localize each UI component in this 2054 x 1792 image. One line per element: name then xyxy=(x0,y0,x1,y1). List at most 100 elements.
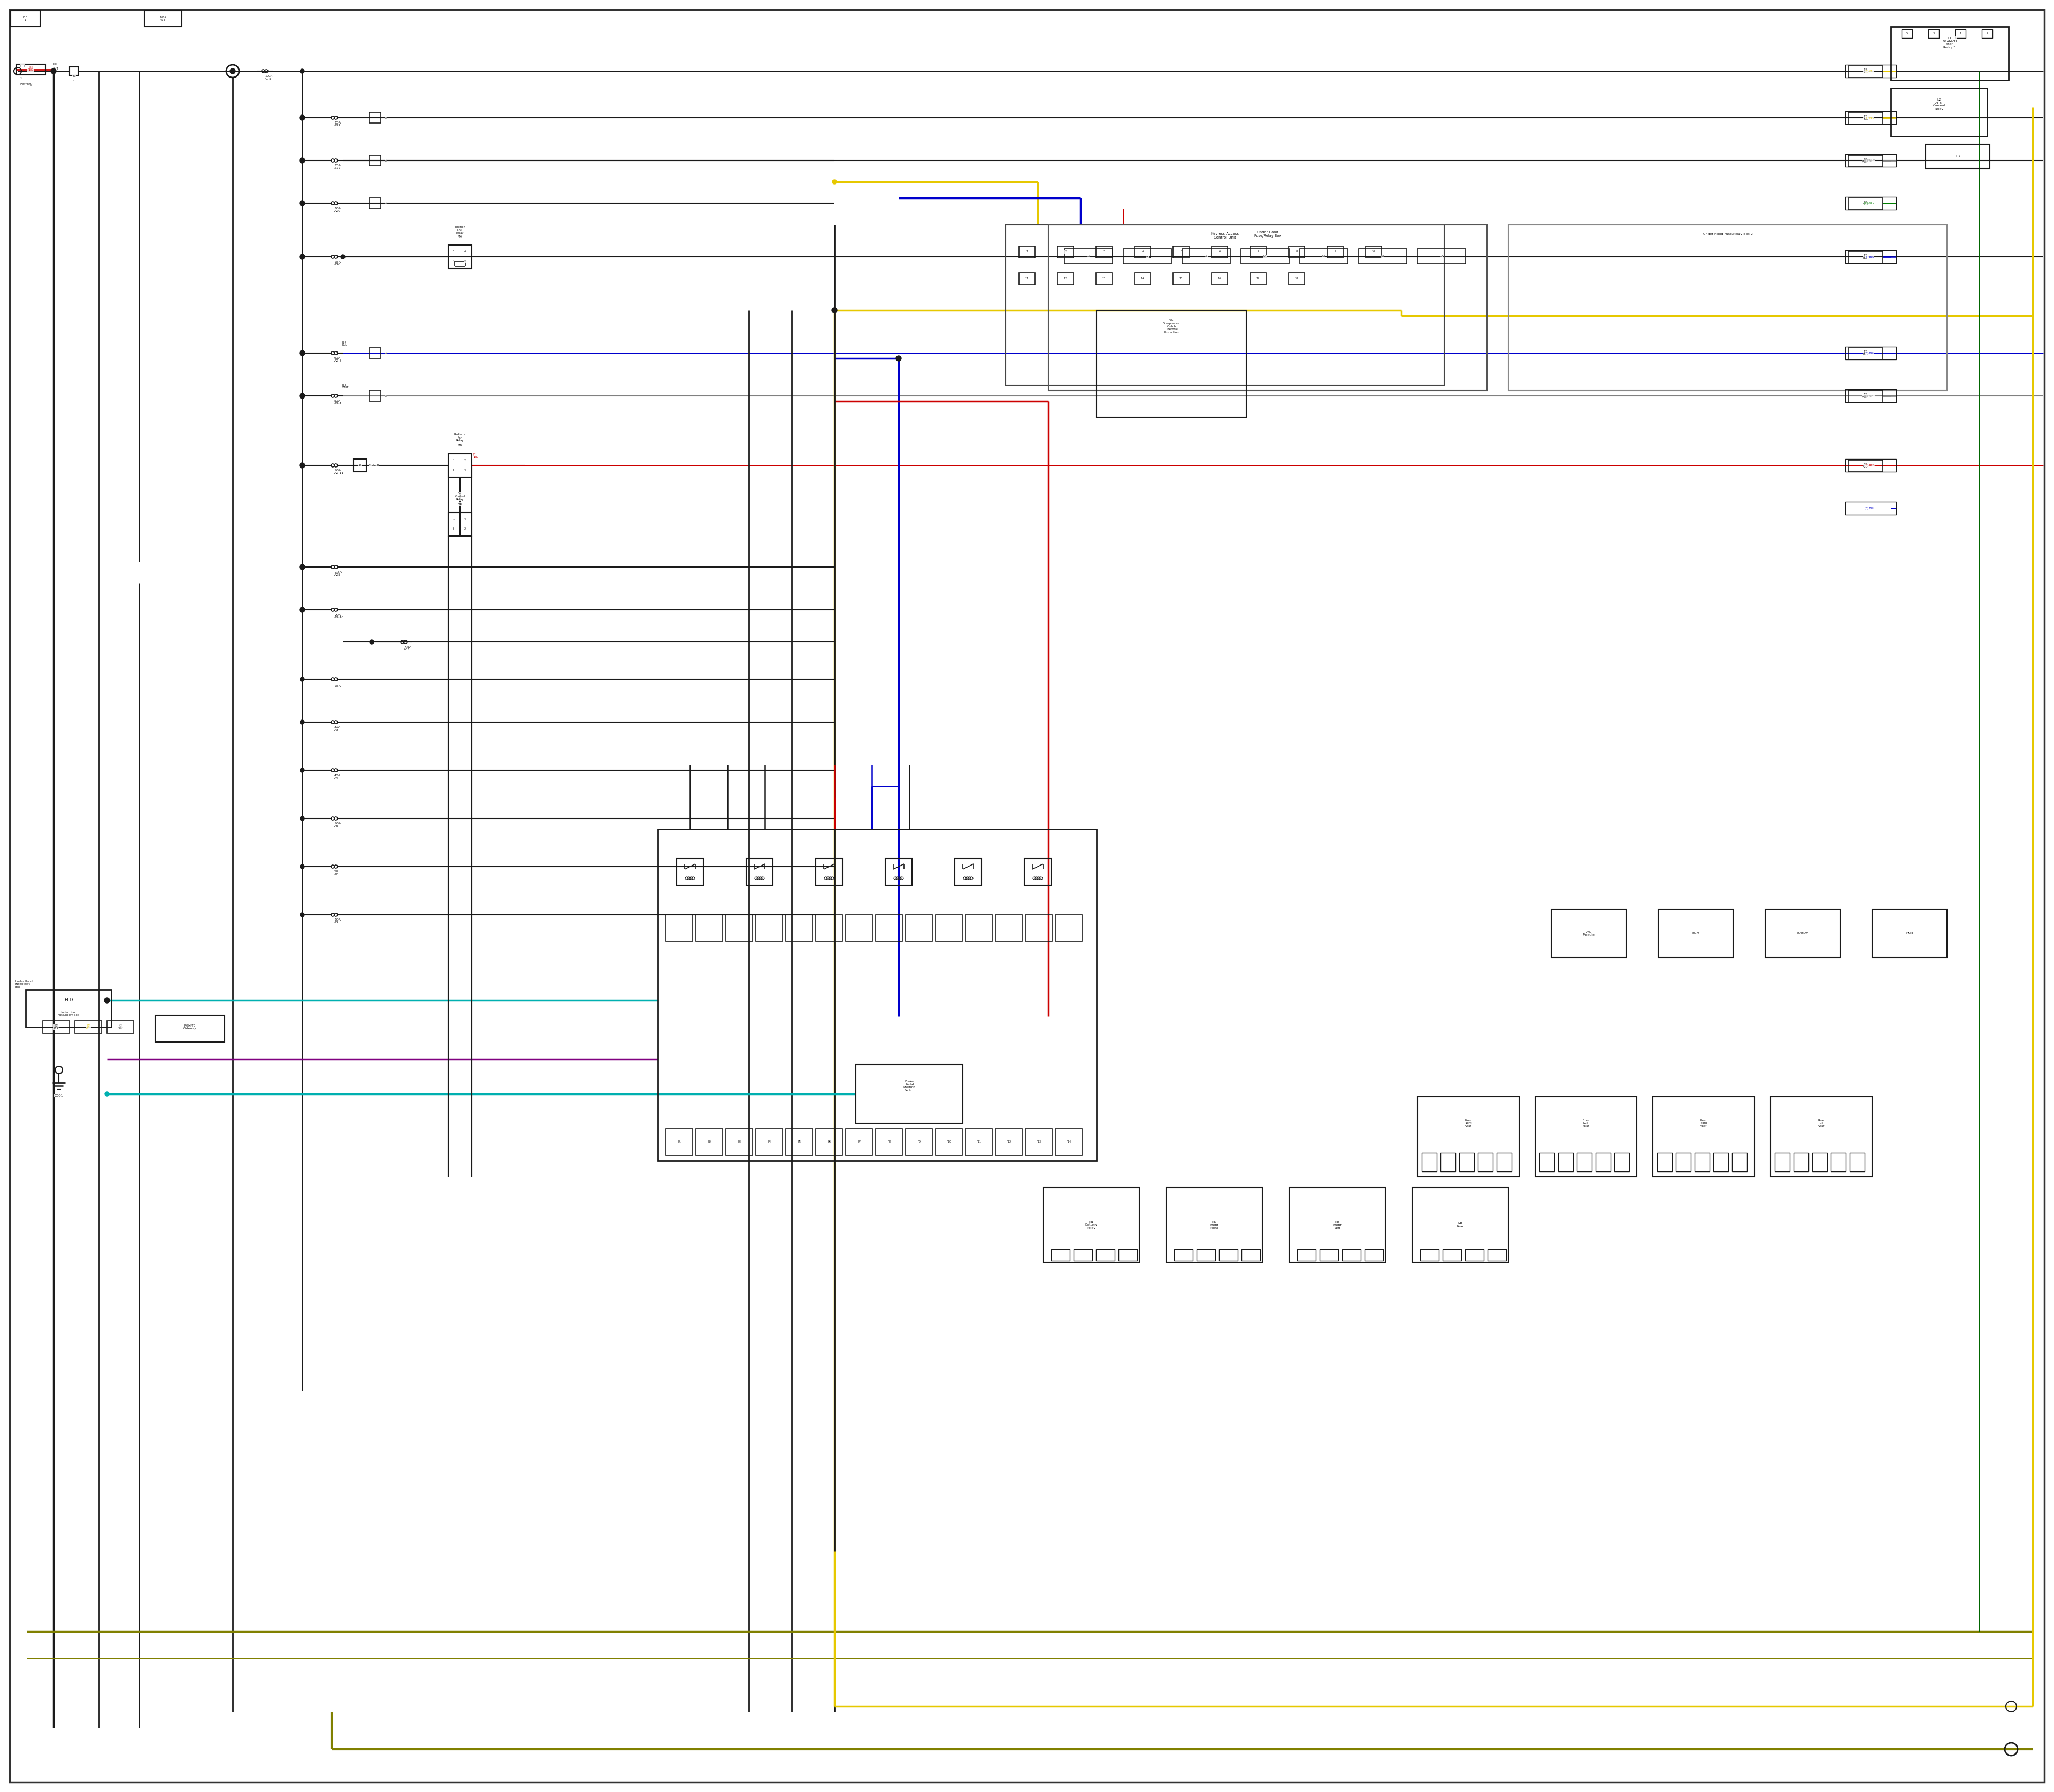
Bar xyxy=(725,1129,752,1156)
Bar xyxy=(1300,249,1347,263)
Text: Under Hood
Fuse/Relay Box: Under Hood Fuse/Relay Box xyxy=(1255,231,1282,238)
Circle shape xyxy=(300,70,304,73)
Bar xyxy=(1844,346,1896,360)
Text: C7: C7 xyxy=(1440,254,1444,258)
Bar xyxy=(1497,1152,1512,1172)
Text: Code B: Code B xyxy=(368,464,378,466)
Text: Ignition
Coil
Relay: Ignition Coil Relay xyxy=(454,226,466,235)
Bar xyxy=(1119,1249,1138,1262)
Text: 5A
A6: 5A A6 xyxy=(335,871,339,876)
Text: [E] WHT: [E] WHT xyxy=(1865,159,1875,161)
Text: Under Hood
Fuse/Relay
Box: Under Hood Fuse/Relay Box xyxy=(14,980,33,989)
Bar xyxy=(906,1129,933,1156)
Circle shape xyxy=(832,308,838,314)
Text: Brake
Pedal
Position
Switch: Brake Pedal Position Switch xyxy=(904,1081,916,1091)
Circle shape xyxy=(300,464,304,468)
Bar xyxy=(1892,88,1986,136)
Text: [5] YEL: [5] YEL xyxy=(1865,70,1873,72)
Bar xyxy=(665,914,692,941)
Text: EB: EB xyxy=(1955,154,1960,158)
Bar xyxy=(787,1129,813,1156)
Text: [E]
BLU: [E] BLU xyxy=(1863,349,1867,357)
Bar xyxy=(657,830,1097,1161)
Circle shape xyxy=(300,158,304,163)
Bar xyxy=(448,453,472,477)
Text: PCM: PCM xyxy=(1906,932,1912,935)
Text: P11: P11 xyxy=(976,1142,982,1143)
Text: Under Hood
Fuse/Relay Box: Under Hood Fuse/Relay Box xyxy=(58,1011,80,1016)
Bar xyxy=(1793,1152,1808,1172)
Bar xyxy=(1676,1152,1690,1172)
Bar xyxy=(1929,29,1939,38)
Text: T1: T1 xyxy=(72,75,76,77)
Bar xyxy=(1871,909,1947,957)
Bar xyxy=(1124,249,1171,263)
Bar xyxy=(1534,1097,1637,1177)
Bar xyxy=(875,914,902,941)
Bar xyxy=(156,1016,224,1041)
Bar xyxy=(1288,246,1304,258)
Bar xyxy=(1479,1152,1493,1172)
Bar xyxy=(1614,1152,1629,1172)
Bar xyxy=(1173,272,1189,285)
Bar xyxy=(996,914,1023,941)
Bar xyxy=(1058,272,1074,285)
Text: P1: P1 xyxy=(678,1142,682,1143)
Text: 15A
A21: 15A A21 xyxy=(335,122,341,127)
Circle shape xyxy=(300,607,304,613)
Bar xyxy=(1596,1152,1610,1172)
Bar xyxy=(1812,1152,1828,1172)
Bar xyxy=(70,66,78,75)
Bar xyxy=(1197,1249,1216,1262)
Bar xyxy=(1849,197,1884,210)
Bar xyxy=(1241,249,1290,263)
Bar xyxy=(996,1129,1023,1156)
Bar xyxy=(846,1129,873,1156)
Text: [E]: [E] xyxy=(53,63,58,65)
Text: C3: C3 xyxy=(1204,254,1208,258)
Circle shape xyxy=(300,462,304,468)
Bar xyxy=(1167,1188,1263,1262)
Bar xyxy=(1844,197,1896,210)
Bar xyxy=(1019,272,1035,285)
Circle shape xyxy=(341,254,345,258)
Text: P10: P10 xyxy=(947,1142,951,1143)
Bar xyxy=(1982,29,1992,38)
Text: 15: 15 xyxy=(1179,278,1183,280)
Text: P6: P6 xyxy=(828,1142,830,1143)
Text: 10: 10 xyxy=(1372,251,1376,253)
Bar xyxy=(1487,1249,1506,1262)
Text: 15A
A16: 15A A16 xyxy=(335,260,341,265)
Bar xyxy=(1849,156,1884,167)
Bar xyxy=(1413,1188,1508,1262)
Circle shape xyxy=(300,912,304,918)
Bar xyxy=(1849,461,1884,471)
Text: 7.5A
A25: 7.5A A25 xyxy=(335,570,341,577)
Text: C2: C2 xyxy=(1146,254,1148,258)
Bar xyxy=(815,1129,842,1156)
Bar xyxy=(1927,145,1990,168)
Bar xyxy=(1849,391,1884,401)
Bar xyxy=(1025,1129,1052,1156)
Text: [E]
RED: [E] RED xyxy=(1863,462,1867,468)
Text: C6: C6 xyxy=(1380,254,1384,258)
Text: Front
Left
Seat: Front Left Seat xyxy=(1582,1118,1590,1127)
Text: [B]
YEL: [B] YEL xyxy=(86,1025,90,1030)
Circle shape xyxy=(300,607,304,611)
Text: [E] GRN: [E] GRN xyxy=(1865,202,1875,204)
Bar xyxy=(756,914,783,941)
Bar xyxy=(370,197,380,208)
Bar xyxy=(1844,65,1896,77)
Bar xyxy=(1097,310,1247,418)
Text: M4: M4 xyxy=(458,235,462,238)
Bar xyxy=(1048,224,1487,391)
Bar xyxy=(370,156,380,167)
Bar xyxy=(448,513,472,536)
Text: P14: P14 xyxy=(1066,1142,1072,1143)
Bar xyxy=(1559,1152,1573,1172)
Bar xyxy=(1341,1249,1360,1262)
Bar xyxy=(696,914,723,941)
Text: M9: M9 xyxy=(458,444,462,446)
Bar xyxy=(107,1021,134,1034)
Text: 12: 12 xyxy=(1064,278,1068,280)
